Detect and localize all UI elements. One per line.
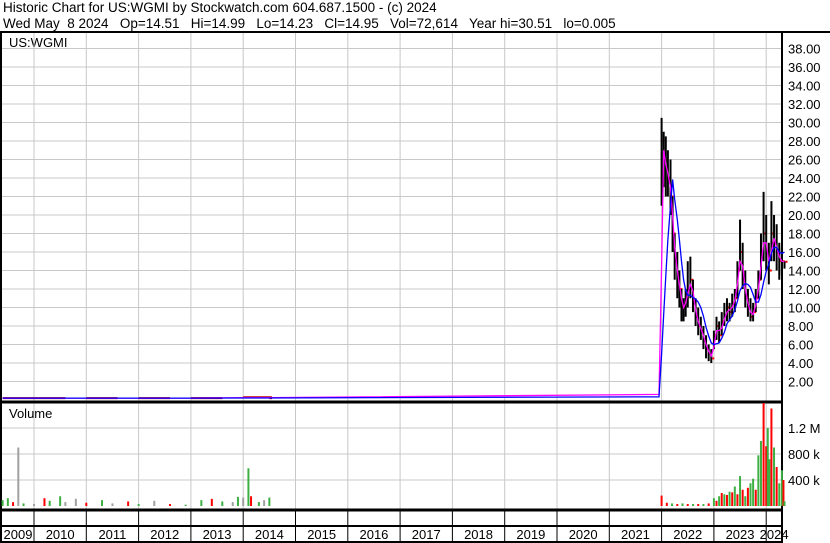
- price-tick-label: 30.00: [788, 116, 821, 131]
- price-tick-label: 8.00: [788, 319, 813, 334]
- year-label: 2014: [255, 527, 284, 542]
- price-tick-label: 16.00: [788, 245, 821, 260]
- year-label: 2021: [621, 527, 650, 542]
- volume-tick-label: 800 k: [788, 447, 820, 462]
- price-tick-label: 12.00: [788, 282, 821, 297]
- price-tick-label: 10.00: [788, 301, 821, 316]
- price-tick-label: 28.00: [788, 134, 821, 149]
- year-label: 2018: [464, 527, 493, 542]
- price-tick-label: 18.00: [788, 227, 821, 242]
- price-tick-label: 32.00: [788, 97, 821, 112]
- volume-tick-label: 400 k: [788, 473, 820, 488]
- year-label: 2023: [726, 527, 755, 542]
- short-moving-average-line: [2, 150, 785, 399]
- long-moving-average-line: [2, 179, 785, 399]
- year-label: 2013: [203, 527, 232, 542]
- year-label: 2020: [569, 527, 598, 542]
- year-label: 2012: [150, 527, 179, 542]
- price-tick-label: 36.00: [788, 60, 821, 75]
- price-tick-label: 6.00: [788, 338, 813, 353]
- year-label: 2022: [673, 527, 702, 542]
- volume-tick-label: 1.2 M: [788, 421, 821, 436]
- price-tick-label: 22.00: [788, 190, 821, 205]
- price-tick-label: 38.00: [788, 42, 821, 57]
- price-tick-label: 2.00: [788, 375, 813, 390]
- price-tick-label: 34.00: [788, 79, 821, 94]
- year-label: 2011: [98, 527, 126, 542]
- price-tick-label: 20.00: [788, 208, 821, 223]
- price-tick-label: 24.00: [788, 171, 821, 186]
- year-label: 2010: [46, 527, 75, 542]
- year-label: 2024: [760, 527, 789, 542]
- quote-summary: Wed May 8 2024 Op=14.51 Hi=14.99 Lo=14.2…: [3, 16, 616, 31]
- chart-title: Historic Chart for US:WGMI by Stockwatch…: [3, 0, 437, 15]
- price-tick-label: 14.00: [788, 264, 821, 279]
- price-panel-title: US:WGMI: [9, 35, 68, 50]
- year-label: 2009: [4, 527, 33, 542]
- price-tick-label: 26.00: [788, 153, 821, 168]
- year-label: 2015: [307, 527, 336, 542]
- year-label: 2016: [359, 527, 388, 542]
- year-label: 2019: [516, 527, 545, 542]
- price-tick-label: 4.00: [788, 356, 813, 371]
- year-label: 2017: [412, 527, 441, 542]
- volume-panel-title: Volume: [9, 406, 52, 421]
